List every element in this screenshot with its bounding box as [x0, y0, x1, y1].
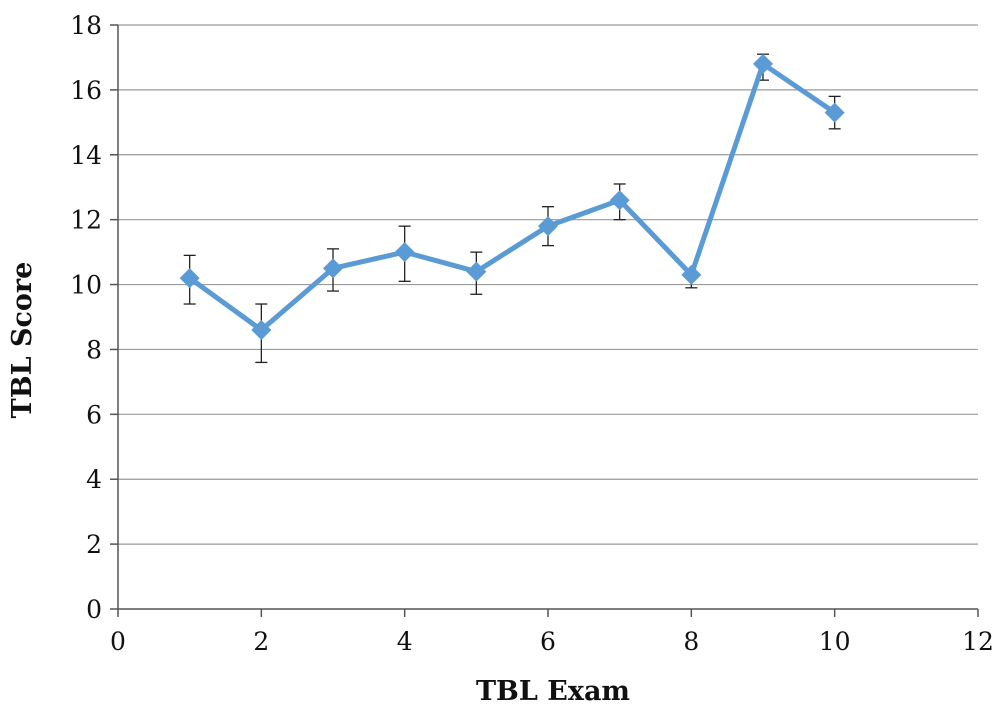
- x-axis-title: TBL Exam: [476, 676, 630, 707]
- x-tick-label: 6: [540, 627, 556, 656]
- data-point-marker: [179, 268, 200, 289]
- y-tick-label: 0: [86, 595, 102, 624]
- axes: [110, 24, 979, 617]
- y-tick-label: 10: [70, 271, 102, 300]
- y-tick-label: 12: [70, 206, 102, 235]
- data-point-marker: [323, 258, 343, 279]
- x-tick-label: 12: [962, 627, 994, 656]
- data-point-marker: [538, 216, 558, 237]
- data-point-marker: [681, 264, 702, 285]
- y-tick-label: 18: [70, 11, 102, 40]
- x-tick-label: 10: [819, 627, 851, 656]
- y-tick-label: 8: [86, 335, 102, 364]
- x-tick-label: 0: [110, 627, 126, 656]
- series-line: [188, 61, 837, 333]
- data-point-marker: [609, 190, 630, 211]
- data-point-marker: [394, 242, 415, 263]
- data-point-marker: [466, 261, 487, 282]
- x-tick-label: 8: [683, 627, 699, 656]
- y-tick-label: 2: [86, 530, 102, 559]
- error-bars: [183, 53, 841, 364]
- y-tick-label: 6: [86, 400, 102, 429]
- tick-labels: 0 2 4 6 8 10 12 14 16 18 0 2 4 6 8 10 12: [70, 11, 994, 656]
- y-tick-label: 16: [70, 76, 102, 105]
- data-series: [179, 53, 845, 340]
- data-point-marker: [824, 102, 845, 123]
- y-tick-label: 4: [86, 465, 102, 494]
- y-axis-title: TBL Score: [7, 262, 38, 419]
- gridlines: [118, 24, 978, 545]
- x-tick-label: 2: [253, 627, 269, 656]
- data-point-marker: [251, 319, 272, 340]
- y-tick-label: 14: [70, 141, 102, 170]
- data-point-marker: [753, 53, 773, 74]
- x-tick-label: 4: [397, 627, 413, 656]
